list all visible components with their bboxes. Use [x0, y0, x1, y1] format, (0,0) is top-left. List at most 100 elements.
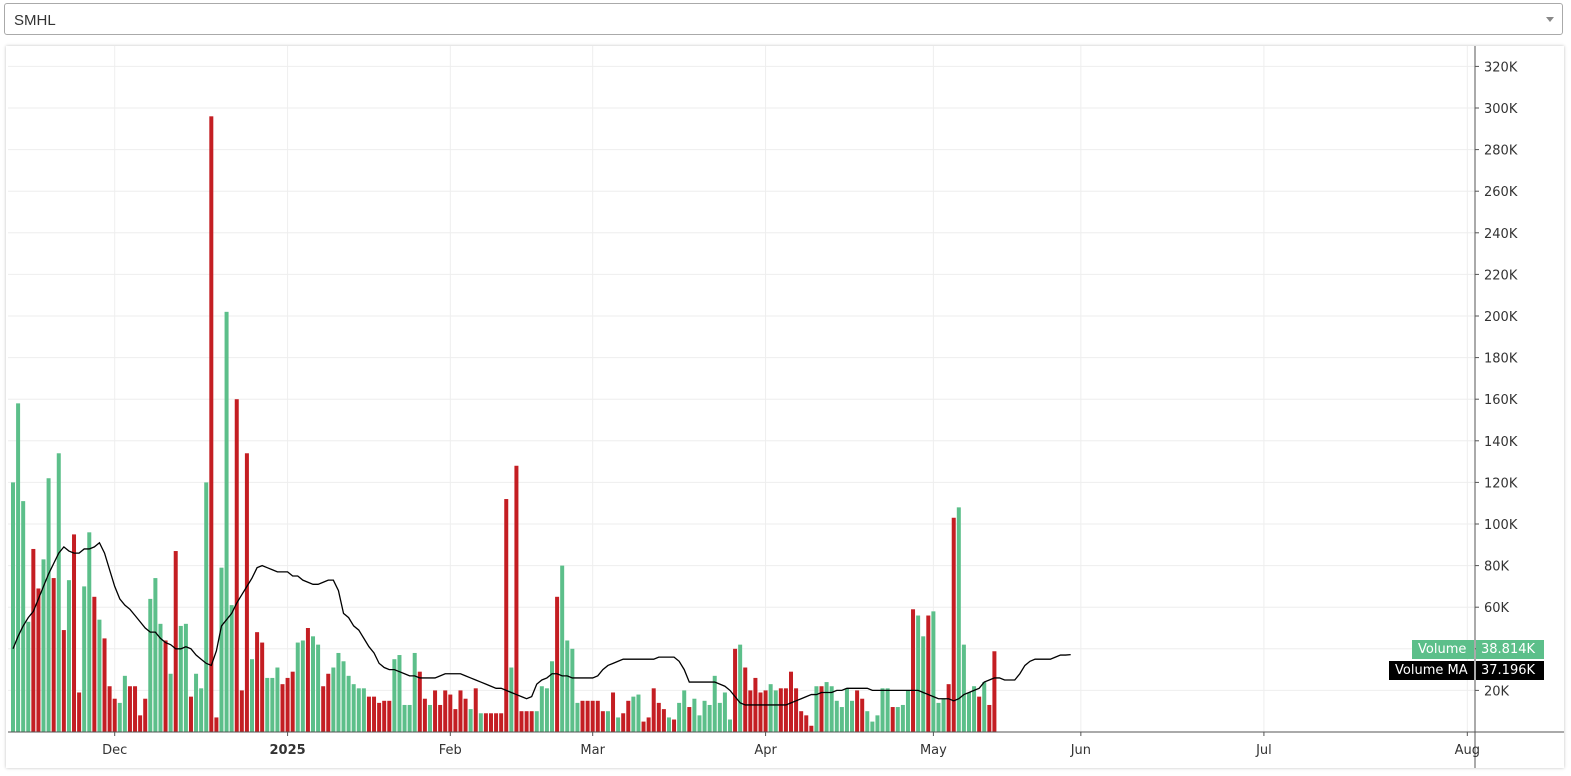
chart-canvas[interactable]: 20K40K60K80K100K120K140K160K180K200K220K…	[6, 46, 1564, 768]
volume-bars	[11, 116, 997, 732]
volume-bar	[646, 717, 651, 732]
volume-bar	[982, 682, 987, 732]
volume-bar	[702, 700, 707, 732]
volume-bar	[366, 696, 371, 732]
volume-bar	[987, 704, 992, 732]
volume-bar	[148, 598, 153, 732]
volume-bar	[809, 725, 814, 732]
volume-bar	[768, 684, 773, 732]
volume-bar	[794, 688, 799, 732]
volume-bar	[11, 482, 15, 732]
volume-bar	[870, 721, 875, 732]
volume-bar	[158, 623, 163, 732]
volume-chart[interactable]: 20K40K60K80K100K120K140K160K180K200K220K…	[6, 46, 1564, 768]
volume-bar	[250, 659, 254, 732]
volume-bar	[550, 661, 555, 732]
y-tick-label: 20K	[1484, 684, 1510, 699]
volume-bar	[21, 501, 26, 732]
volume-bar	[814, 686, 819, 732]
volume-bar	[183, 623, 188, 732]
volume-bar	[885, 688, 890, 732]
volume-bar	[783, 688, 788, 732]
volume-bar	[544, 688, 549, 732]
x-tick-label: Jun	[1070, 743, 1091, 758]
volume-bar	[504, 499, 509, 732]
volume-bar	[82, 586, 87, 732]
y-tick-label: 180K	[1484, 352, 1518, 367]
volume-bar	[244, 453, 249, 732]
volume-bar	[911, 609, 916, 732]
volume-bar	[656, 702, 661, 732]
volume-bar	[936, 702, 941, 732]
volume-bar	[36, 588, 41, 732]
volume-bar	[844, 688, 849, 732]
volume-bar	[651, 688, 656, 732]
volume-bar	[682, 690, 687, 732]
volume-bar	[321, 686, 326, 732]
volume-bar	[905, 690, 910, 732]
volume-bar	[860, 698, 865, 732]
volume-bar	[300, 640, 305, 732]
volume-bar	[687, 707, 692, 732]
volume-bar	[239, 690, 244, 732]
volume-bar	[641, 721, 646, 732]
x-tick-label: Mar	[580, 743, 605, 758]
volume-bar	[834, 700, 839, 732]
volume-bar	[819, 686, 824, 732]
grid-lines	[8, 46, 1475, 732]
volume-bar	[575, 702, 580, 732]
volume-bar	[270, 677, 275, 732]
volume-bar	[224, 311, 229, 732]
volume-bar	[931, 611, 936, 732]
volume-bar	[463, 698, 468, 732]
volume-bar	[916, 615, 921, 732]
volume-bar	[209, 116, 214, 732]
symbol-select[interactable]: SMHL	[4, 3, 1563, 35]
volume-bar	[41, 559, 46, 732]
x-tick-label: May	[920, 743, 947, 758]
volume-bar	[519, 711, 524, 732]
volume-bar	[117, 702, 122, 732]
volume-bar	[194, 673, 199, 732]
chevron-down-icon[interactable]	[1546, 17, 1554, 22]
volume-bar	[738, 644, 743, 732]
y-tick-label: 260K	[1484, 185, 1518, 200]
volume-bar	[717, 702, 722, 732]
volume-bar	[153, 578, 158, 732]
symbol-select-value: SMHL	[14, 12, 56, 29]
volume-bar	[66, 580, 71, 732]
y-tick-label: 160K	[1484, 393, 1518, 408]
volume-bar	[61, 630, 66, 732]
volume-bar	[163, 640, 168, 732]
volume-bar	[77, 692, 82, 732]
y-tick-label: 100K	[1484, 518, 1518, 533]
volume-bar	[529, 711, 534, 732]
volume-bar	[733, 648, 738, 732]
volume-bar	[890, 707, 895, 732]
volume-bar	[839, 707, 844, 732]
volume-bar	[453, 709, 458, 732]
volume-bar	[311, 636, 316, 732]
volume-bar	[524, 711, 529, 732]
volume-bar	[26, 621, 31, 732]
volume-bar	[865, 711, 870, 732]
volume-bar	[143, 698, 148, 732]
volume-bar	[748, 690, 753, 732]
volume-bar	[509, 667, 514, 732]
volume-bar	[361, 688, 366, 732]
volume-bar	[631, 696, 636, 732]
volume-bar	[570, 648, 575, 732]
y-tick-label: 240K	[1484, 227, 1518, 242]
volume-bar	[31, 548, 36, 732]
volume-bar	[707, 704, 712, 732]
volume-bar	[290, 671, 295, 732]
volume-bar	[951, 517, 956, 732]
volume-bar	[534, 711, 539, 732]
volume-bar	[112, 698, 117, 732]
volume-bar	[946, 684, 951, 732]
volume-bar	[229, 605, 234, 732]
x-tick-label: 2025	[269, 743, 305, 758]
volume-bar	[387, 700, 392, 732]
y-tick-label: 120K	[1484, 476, 1518, 491]
volume-bar	[56, 453, 61, 732]
